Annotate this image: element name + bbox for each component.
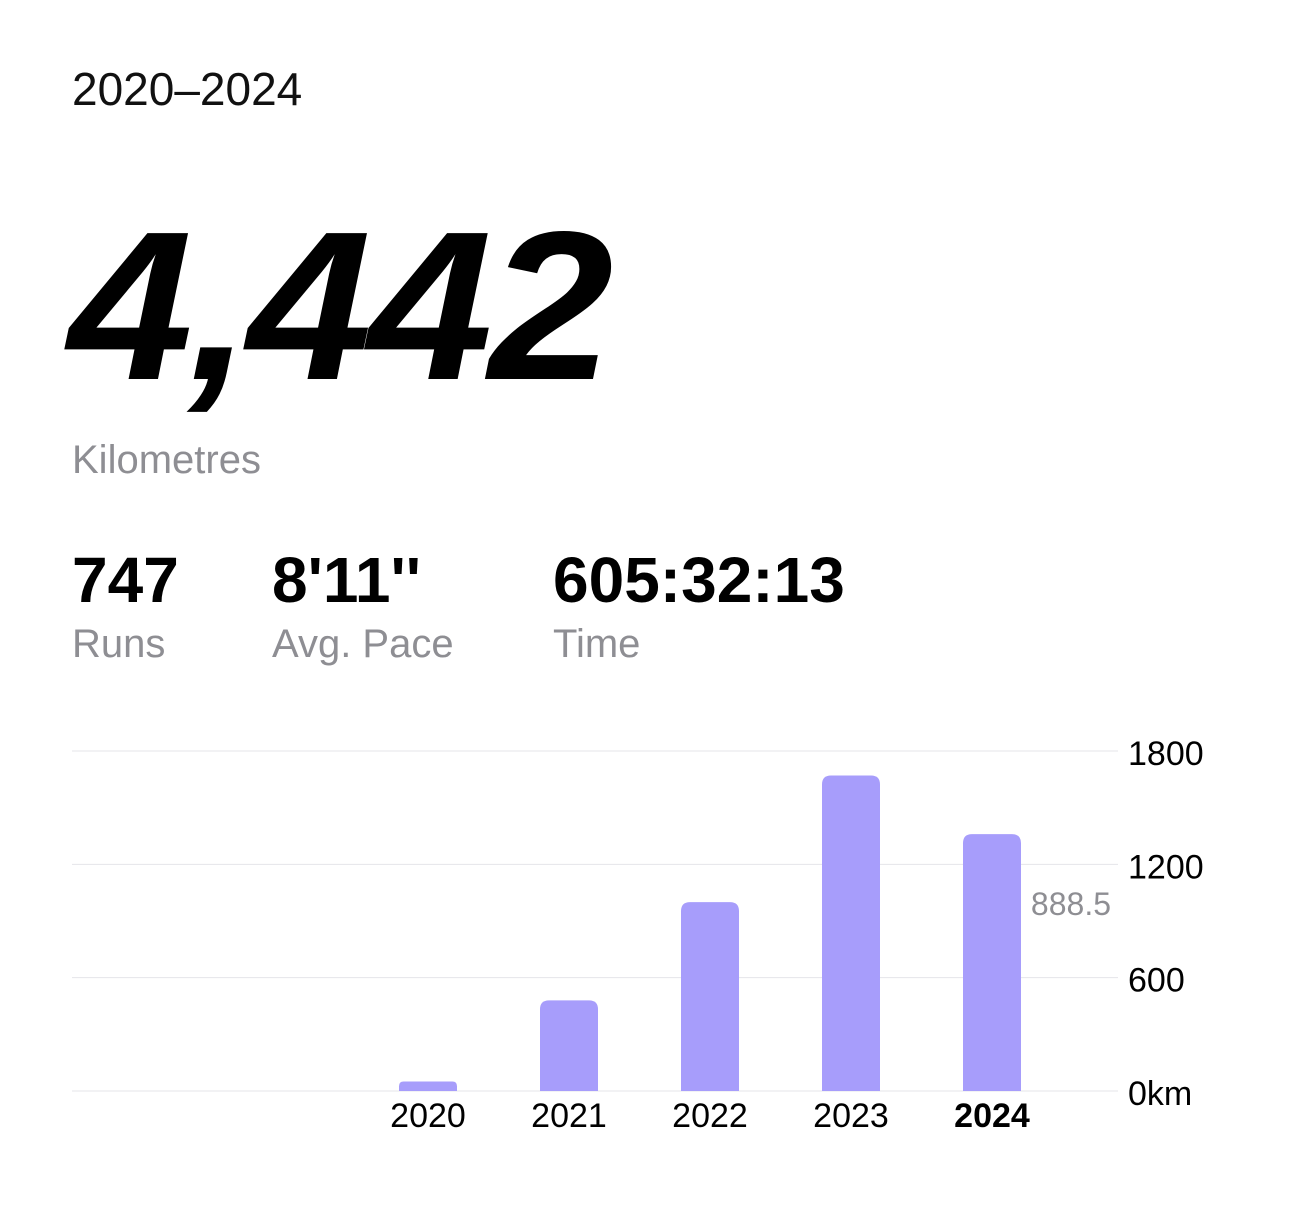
runs-label: Runs — [72, 622, 166, 666]
y-tick-label: 1800 — [1128, 735, 1204, 773]
total-distance-unit: Kilometres — [72, 438, 261, 482]
x-tick-label-2023: 2023 — [813, 1097, 889, 1135]
total-distance-value: 4,442 — [68, 187, 613, 424]
runs-value: 747 — [72, 544, 179, 616]
stat-time: 605:32:13 Time — [553, 544, 845, 668]
stat-runs: 747 Runs — [72, 544, 179, 668]
reference-value-label: 888.5 — [1031, 886, 1111, 922]
avg-pace-label: Avg. Pace — [272, 622, 454, 666]
stat-avg-pace: 8'11'' Avg. Pace — [272, 544, 454, 668]
time-value: 605:32:13 — [553, 544, 845, 616]
bar-2024 — [963, 834, 1021, 1091]
y-tick-label: 600 — [1128, 962, 1185, 1000]
x-tick-label-2020: 2020 — [390, 1097, 466, 1135]
x-tick-label-2024: 2024 — [954, 1097, 1030, 1135]
avg-pace-value: 8'11'' — [272, 544, 421, 616]
y-tick-label: 0km — [1128, 1075, 1192, 1113]
y-tick-label: 1200 — [1128, 848, 1204, 886]
date-range-label: 2020–2024 — [72, 63, 303, 115]
bar-2022 — [681, 902, 739, 1091]
x-tick-label-2022: 2022 — [672, 1097, 748, 1135]
time-label: Time — [553, 622, 641, 666]
bar-2023 — [822, 775, 880, 1091]
x-tick-label-2021: 2021 — [531, 1097, 607, 1135]
bar-2020 — [399, 1081, 457, 1091]
bar-2021 — [540, 1000, 598, 1091]
